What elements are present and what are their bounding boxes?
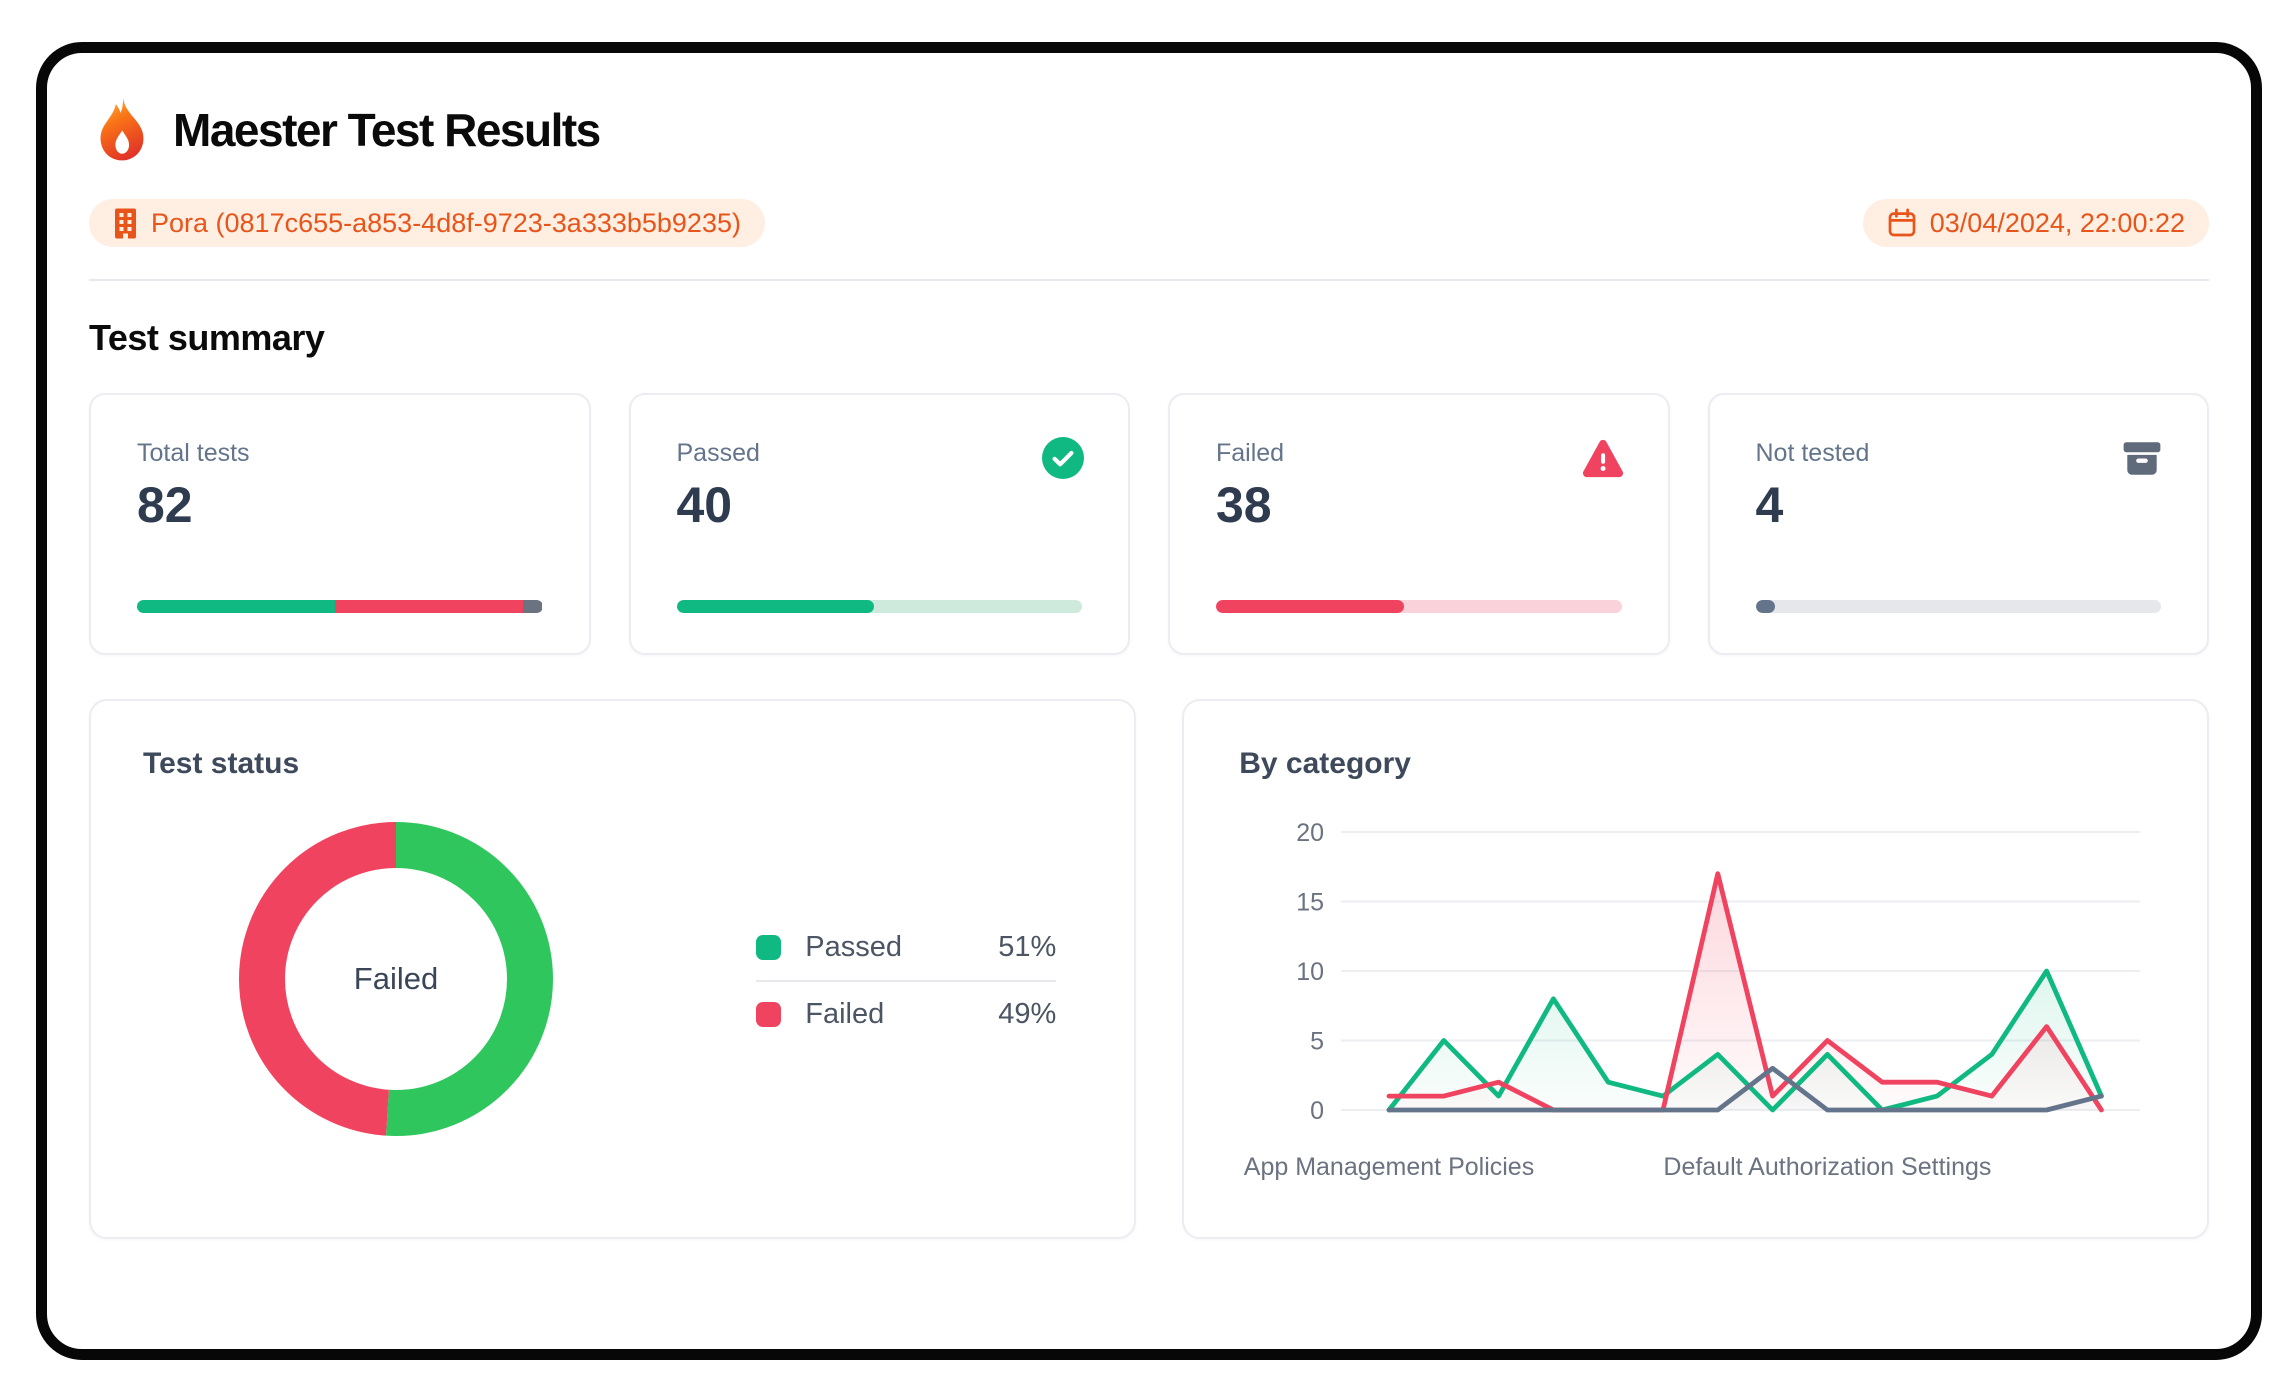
failed-swatch-icon [756, 1002, 782, 1027]
svg-text:Default Authorization Settings: Default Authorization Settings [1664, 1153, 1992, 1181]
report-frame: Maester Test Results Pora (0817c655-a853… [36, 42, 2262, 1360]
svg-text:20: 20 [1296, 819, 1324, 847]
not-tested-bar-fill [1755, 600, 1776, 613]
building-icon [115, 208, 136, 238]
failed-bar [1216, 600, 1622, 613]
not-tested-bar [1755, 600, 2161, 613]
total-tests-bar [137, 600, 543, 613]
legend-row-passed: Passed 51% [756, 915, 1056, 980]
passed-card: Passed 40 [628, 393, 1130, 655]
category-line-chart: 0 5 10 15 20 App Management Policies Default A… [1244, 819, 2141, 1181]
calendar-icon [1888, 208, 1916, 237]
test-status-panel: Test status Failed Passed 51% [89, 699, 1137, 1239]
legend-pct: 49% [998, 998, 1057, 1030]
check-circle-icon [1042, 437, 1084, 479]
failed-card: Failed 38 [1168, 393, 1670, 655]
test-summary-heading: Test summary [89, 317, 325, 358]
bar-segment-failed [334, 600, 523, 613]
by-category-panel: By category 0 5 10 15 20 App Management Polic… [1182, 699, 2209, 1239]
svg-text:App Management Policies: App Management Policies [1244, 1153, 1534, 1181]
passed-value: 40 [676, 477, 733, 533]
date-badge-label: 03/04/2024, 22:00:22 [1929, 207, 2185, 238]
passed-bar [676, 600, 1082, 613]
total-tests-card: Total tests 82 [89, 393, 591, 655]
legend-pct: 51% [998, 931, 1057, 963]
test-status-title: Test status [143, 747, 300, 780]
summary-cards: Total tests 82 Passed 40 [89, 393, 2209, 655]
svg-text:10: 10 [1296, 958, 1324, 986]
by-category-title: By category [1239, 747, 1411, 780]
warning-triangle-icon [1582, 439, 1623, 478]
bar-segment-nottested [522, 600, 543, 613]
tenant-badge: Pora (0817c655-a853-4d8f-9723-3a333b5b92… [89, 199, 765, 247]
svg-text:5: 5 [1310, 1028, 1324, 1056]
card-label: Passed [676, 439, 760, 467]
svg-text:0: 0 [1310, 1097, 1324, 1125]
donut-chart [239, 822, 553, 1136]
failed-bar-fill [1216, 600, 1404, 613]
passed-bar-fill [676, 600, 875, 613]
legend-label: Failed [805, 998, 885, 1030]
total-tests-value: 82 [137, 477, 193, 533]
status-legend: Passed 51% Failed 49% [756, 915, 1057, 1047]
legend-divider [756, 980, 1057, 982]
passed-swatch-icon [756, 935, 782, 960]
donut-center-label: Failed [353, 961, 439, 996]
not-tested-value: 4 [1755, 477, 1784, 533]
card-label: Total tests [137, 439, 250, 467]
bar-segment-passed [137, 600, 335, 613]
page-title: Maester Test Results [173, 104, 601, 156]
card-label: Failed [1216, 439, 1285, 467]
svg-text:15: 15 [1296, 889, 1324, 917]
bottom-panels: Test status Failed Passed 51% [89, 699, 2209, 1239]
flame-logo-icon [100, 98, 144, 161]
not-tested-card: Not tested 4 [1707, 393, 2209, 655]
tenant-badge-label: Pora (0817c655-a853-4d8f-9723-3a333b5b92… [151, 207, 741, 238]
failed-value: 38 [1216, 477, 1272, 533]
archive-box-icon [2123, 442, 2161, 475]
test-status-donut: Failed [239, 822, 553, 1136]
card-label: Not tested [1755, 439, 1870, 467]
legend-row-failed: Failed 49% [756, 982, 1056, 1047]
date-badge: 03/04/2024, 22:00:22 [1862, 199, 2209, 247]
header-divider [89, 279, 2209, 281]
badge-row: Pora (0817c655-a853-4d8f-9723-3a333b5b92… [89, 199, 2209, 247]
legend-label: Passed [805, 931, 902, 963]
report-header: Maester Test Results [89, 97, 2209, 163]
